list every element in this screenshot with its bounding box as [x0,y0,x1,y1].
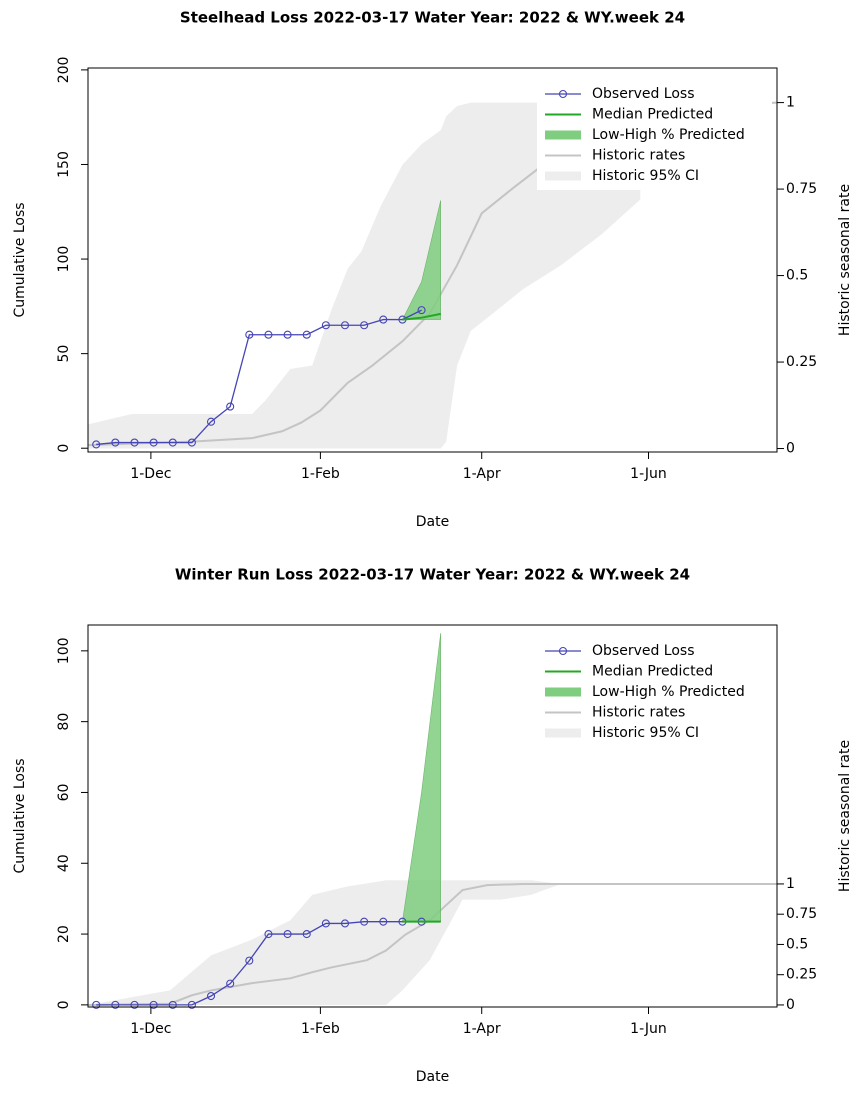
data-point [417,306,426,315]
data-point [111,1000,120,1009]
legend-label: Historic 95% CI [592,725,699,741]
series-line [87,882,777,1006]
data-point [168,438,177,447]
data-point [321,919,330,928]
band [402,633,442,922]
legend-marker [558,89,568,99]
data-point [245,330,254,339]
y2-tick-label: 0.25 [786,354,817,370]
y2-tick-label: 0.25 [786,967,817,983]
legend-label: Median Predicted [592,107,713,123]
data-point [379,917,388,926]
legend-label: Historic rates [592,148,685,164]
data-point [360,321,369,330]
y-tick-label: 40 [56,854,72,872]
data-point [302,930,311,939]
data-point [187,1000,196,1009]
chart-title: Steelhead Loss 2022-03-17 Water Year: 20… [180,9,685,27]
x-tick-label: 1-Feb [301,466,340,482]
y-tick-label: 150 [56,151,72,178]
data-point [130,1000,139,1009]
legend-label: Median Predicted [592,664,713,680]
y2-tick-label: 1 [786,876,795,892]
data-point [226,402,235,411]
band [88,102,641,449]
legend-label: Observed Loss [592,643,695,659]
data-point [283,930,292,939]
x-tick-label: 1-Feb [301,1021,340,1037]
data-point [206,417,216,426]
y2-tick-label: 0.5 [786,936,808,952]
x-tick-label: 1-Jun [630,1021,667,1037]
data-point [226,979,235,988]
data-point [206,991,216,1001]
band [88,880,562,1005]
y-tick-label: 0 [56,1000,72,1009]
band [401,200,442,320]
x-tick-label: 1-Apr [463,466,501,482]
data-point [111,438,120,447]
y2-tick-label: 0 [786,997,795,1013]
data-point [149,438,158,447]
x-axis-label: Date [416,1069,449,1085]
y2-tick-label: 0.75 [786,906,817,922]
data-point [379,315,388,324]
data-point [168,1000,177,1009]
legend-label: Low-High % Predicted [592,127,745,143]
y-tick-label: 100 [56,246,72,273]
data-point [245,956,254,965]
y-tick-label: 20 [56,925,72,943]
y-axis-label: Cumulative Loss [12,758,28,873]
y-tick-label: 60 [56,784,72,802]
y2-tick-label: 0 [786,441,795,457]
y2-axis-label: Historic seasonal rate [837,184,853,336]
data-point [340,919,350,928]
y-tick-label: 50 [56,345,72,363]
data-point [340,321,350,330]
x-tick-label: 1-Dec [130,1021,171,1037]
x-tick-label: 1-Jun [630,466,667,482]
y2-tick-label: 0.5 [786,268,808,284]
data-point [360,917,369,926]
y2-tick-label: 0.75 [786,181,817,197]
y-tick-label: 200 [56,57,72,84]
legend-label: Observed Loss [592,86,695,102]
data-point [321,321,330,330]
data-point [130,438,139,447]
data-point [264,930,273,939]
data-point [149,1000,158,1009]
legend-marker [558,646,568,656]
data-point [92,1000,101,1009]
data-point [92,440,101,449]
y-axis-label: Cumulative Loss [12,202,28,317]
legend-label: Historic rates [592,705,685,721]
y-tick-label: 0 [56,444,72,453]
legend-label: Historic 95% CI [592,168,699,184]
data-point [302,330,311,339]
x-axis-label: Date [416,514,449,530]
x-tick-label: 1-Apr [463,1021,501,1037]
chart-title: Winter Run Loss 2022-03-17 Water Year: 2… [175,566,690,584]
plot-frame [87,624,778,1008]
x-tick-label: 1-Dec [130,466,171,482]
y-tick-label: 100 [56,637,72,664]
series-line [402,312,441,321]
data-point [187,438,196,447]
y2-tick-label: 1 [786,95,795,111]
data-point [283,330,292,339]
data-point [264,330,273,339]
y-tick-label: 80 [56,713,72,731]
plot-frame [87,67,778,453]
legend-label: Low-High % Predicted [592,684,745,700]
y2-axis-label: Historic seasonal rate [837,740,853,892]
